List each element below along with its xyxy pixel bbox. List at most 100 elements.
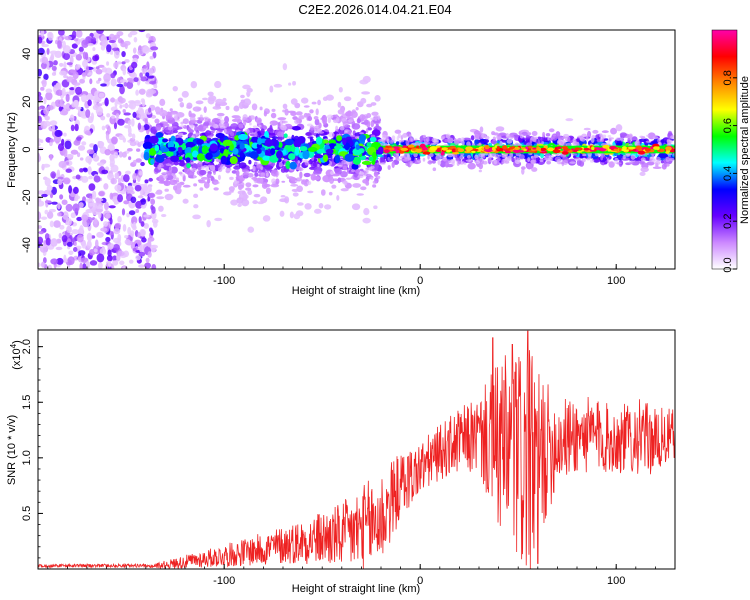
spectrogram-cell xyxy=(389,147,395,151)
spectrogram-cell xyxy=(534,136,539,140)
spectrogram-cell xyxy=(639,161,645,165)
spectrogram-cell xyxy=(337,109,345,115)
spectrogram-cell xyxy=(74,197,79,202)
spectrogram-cell xyxy=(483,138,490,144)
spectrogram-cell xyxy=(173,160,179,166)
spectrogram-cell xyxy=(328,191,333,196)
spectrogram-cell xyxy=(38,68,43,77)
spectrogram-cell xyxy=(228,186,235,192)
spectrogram-cell xyxy=(270,112,277,119)
spectrogram-cell xyxy=(583,147,591,151)
spectrogram-cell xyxy=(291,188,300,192)
spectrogram-cell xyxy=(186,105,192,109)
spectrogram-cell xyxy=(342,121,348,128)
spectrogram-cell xyxy=(660,160,665,164)
spectrogram-cell xyxy=(44,115,51,121)
spectrogram-cell xyxy=(303,112,309,118)
spectrogram-cell xyxy=(199,114,203,119)
spectrogram-cell xyxy=(43,97,47,105)
spectrogram-cell xyxy=(131,133,136,140)
spectrogram-cell xyxy=(431,159,436,164)
colorbar-tick-label: 0.6 xyxy=(722,118,734,133)
spectrogram-cell xyxy=(142,141,153,150)
spectrogram-cell xyxy=(669,157,675,161)
spectrogram-cell xyxy=(355,144,360,151)
spectrogram-cell xyxy=(238,162,247,169)
spectrogram-cell xyxy=(562,140,567,143)
spectrogram-cell xyxy=(90,37,97,42)
spectrogram-cell xyxy=(367,127,372,131)
spectrogram-cell xyxy=(527,157,531,162)
spectrogram-cell xyxy=(124,124,132,129)
spectrogram-cell xyxy=(165,150,174,157)
spectrogram-cell xyxy=(149,227,153,233)
spectrogram-cell xyxy=(104,97,109,107)
spectrogram-cell xyxy=(203,106,207,113)
spectrogram-cell xyxy=(583,127,591,131)
spectrogram-cell xyxy=(601,130,609,134)
spectrogram-cell xyxy=(213,181,220,185)
spectrogram-cell xyxy=(350,110,358,119)
spectrogram-cell xyxy=(144,118,148,125)
spectrogram-cell xyxy=(288,82,292,86)
spectrogram-cell xyxy=(429,146,438,151)
spectrogram-cell xyxy=(351,163,359,170)
spectrogram-cell xyxy=(644,147,651,152)
spectrogram-cell xyxy=(177,97,183,103)
spectrogram-cell xyxy=(276,150,283,159)
spectrogram-cell xyxy=(491,146,496,151)
spectrogram-cell xyxy=(472,143,475,146)
spectrogram-cell xyxy=(127,126,132,135)
spectrogram-cell xyxy=(71,43,78,49)
spectrogram-y-ticks: -40 -20 0 20 40 xyxy=(21,29,43,270)
spectrogram-cell xyxy=(249,115,255,120)
snr-y-tick-label: 2.0 xyxy=(21,339,33,354)
spectrogram-cell xyxy=(432,167,437,172)
spectrogram-cell xyxy=(370,117,375,121)
spectrogram-cell xyxy=(665,146,672,151)
spectrogram-cell xyxy=(98,77,102,82)
spectrogram-cell xyxy=(303,172,311,178)
spectrogram-cell xyxy=(209,143,218,152)
spectrogram-cell xyxy=(53,60,58,66)
spectrogram-cell xyxy=(223,191,232,196)
spectrogram-cell xyxy=(170,155,180,163)
spectrogram-cell xyxy=(94,239,99,249)
spectrogram-cell xyxy=(458,160,465,165)
spectrogram-cell xyxy=(98,64,105,68)
spectrogram-cell xyxy=(86,149,95,155)
spectrogram-cell xyxy=(158,109,168,117)
spectrogram-cell xyxy=(187,127,192,133)
spectrogram-cell xyxy=(296,202,304,206)
spectrogram-cell xyxy=(281,180,286,183)
spectrogram-cell xyxy=(213,170,216,175)
spectrogram-cell xyxy=(109,192,114,200)
spectrogram-cell xyxy=(290,98,298,105)
spectrogram-cell xyxy=(607,134,612,138)
spectrogram-cell xyxy=(108,205,116,209)
spectrogram-cell xyxy=(541,141,545,145)
spectrogram-cell xyxy=(339,126,345,131)
spectrogram-cell xyxy=(140,229,146,237)
spectrogram-cell xyxy=(64,140,72,150)
spectrogram-cell xyxy=(382,138,386,144)
spectrogram-cell xyxy=(320,189,326,196)
spectrogram-cell xyxy=(158,174,164,182)
spectrogram-cell xyxy=(100,45,106,51)
spectrogram-cell xyxy=(515,152,522,157)
spectrogram-cell xyxy=(146,75,155,79)
spectrogram-cell xyxy=(245,170,250,174)
spectrogram-cell xyxy=(473,133,480,140)
spectrogram-cell xyxy=(654,161,661,165)
spectrogram-cell xyxy=(372,184,377,188)
spectrogram-cell xyxy=(415,148,422,153)
spectrogram-cell xyxy=(79,78,85,84)
spectrogram-cell xyxy=(359,132,364,135)
spectrogram-cell xyxy=(254,131,258,138)
spectrogram-cell xyxy=(161,172,168,176)
spectrogram-cell xyxy=(467,162,476,170)
spectrogram-cell xyxy=(271,136,279,140)
spectrogram-cell xyxy=(117,215,122,223)
spectrogram-cell xyxy=(533,154,539,158)
spectrogram-cell xyxy=(579,147,583,151)
